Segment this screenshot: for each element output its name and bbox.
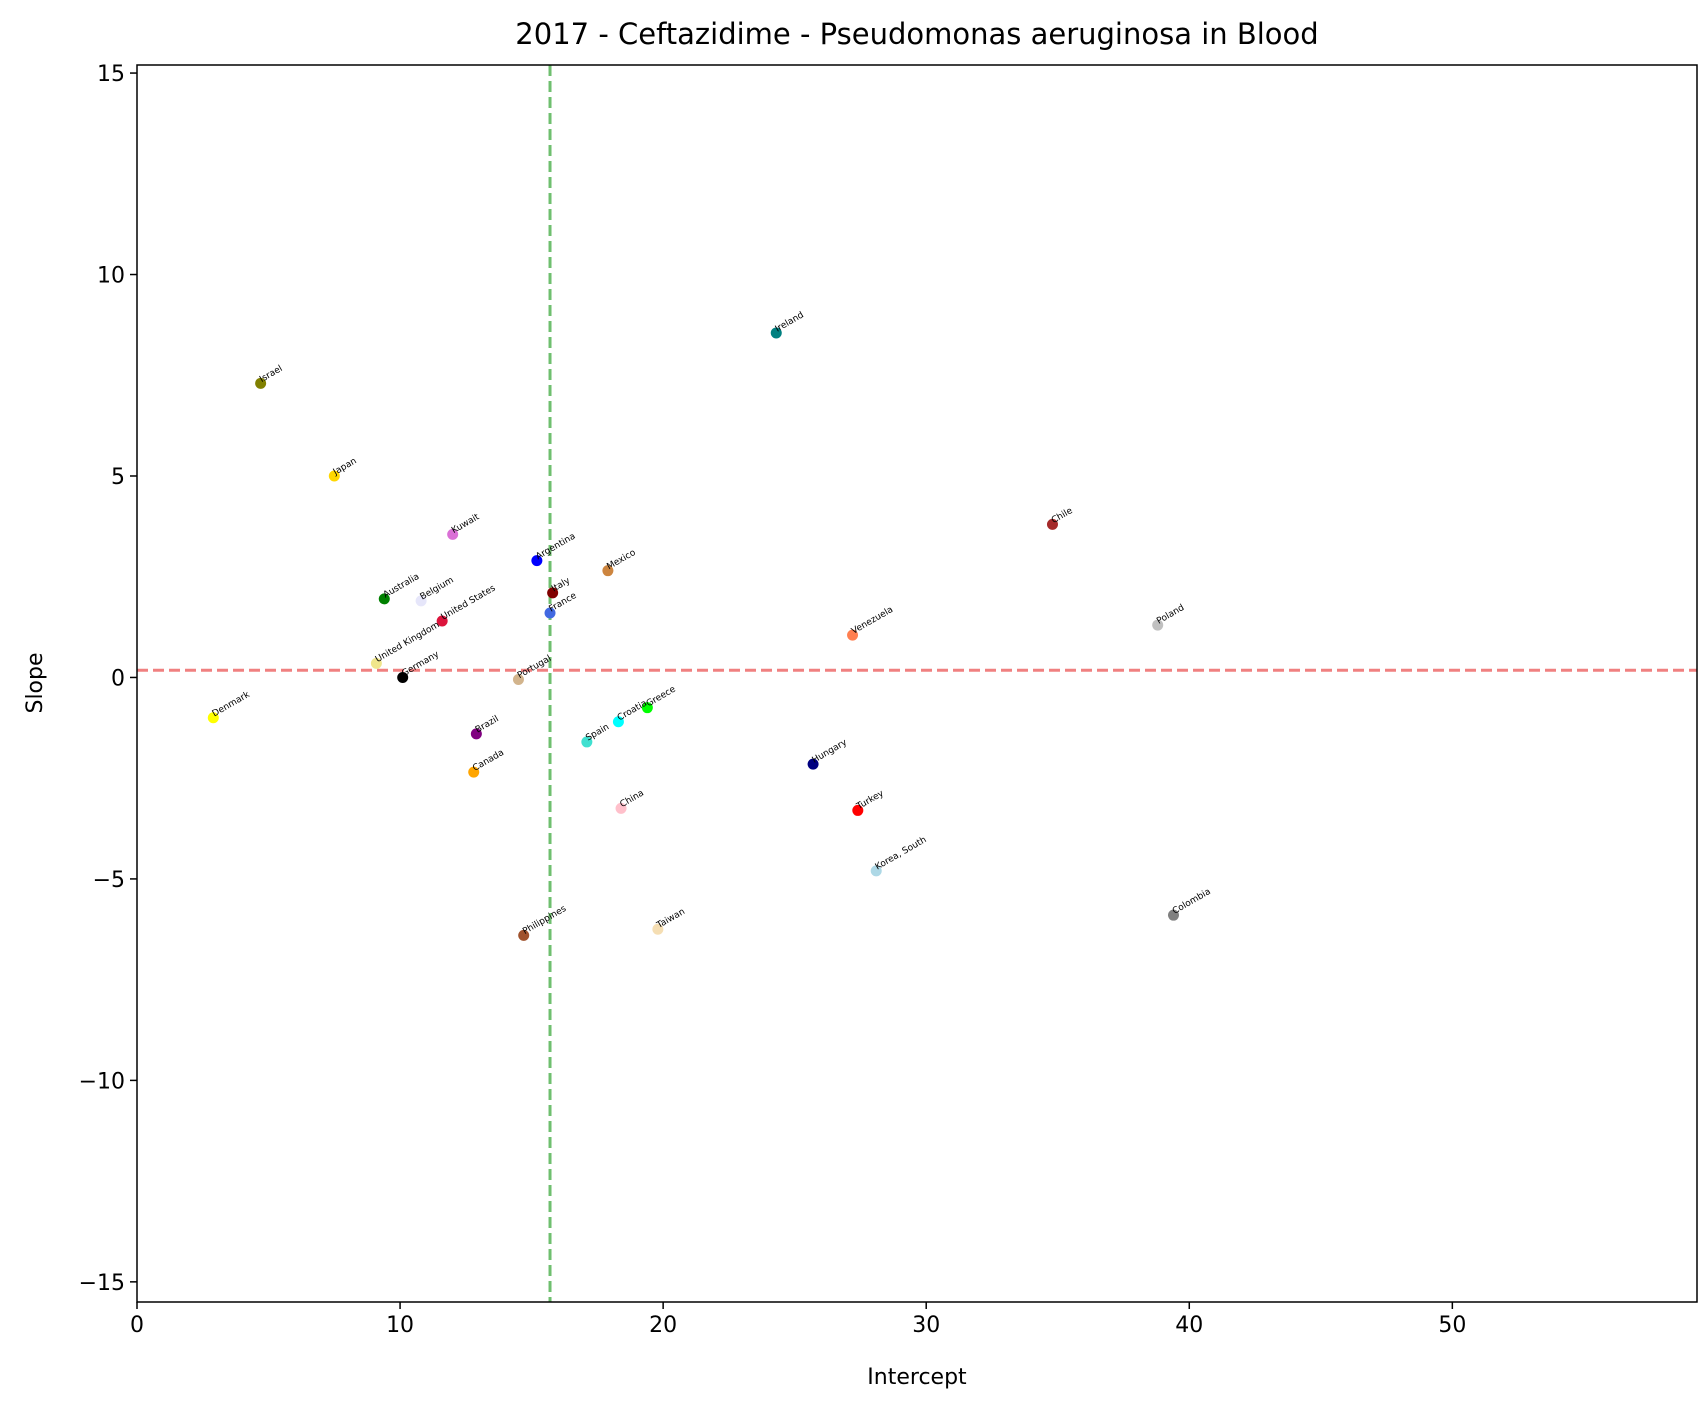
x-axis-label: Intercept bbox=[867, 1365, 967, 1390]
data-point bbox=[436, 615, 448, 627]
data-point bbox=[207, 712, 219, 724]
data-point bbox=[518, 929, 530, 941]
data-point bbox=[581, 736, 593, 748]
x-tick-label: 0 bbox=[130, 1313, 144, 1338]
x-tick-label: 50 bbox=[1438, 1313, 1466, 1338]
data-point bbox=[370, 657, 382, 669]
x-tick-label: 40 bbox=[1175, 1313, 1203, 1338]
data-point bbox=[770, 327, 782, 339]
data-point bbox=[468, 766, 480, 778]
y-tick-label: −15 bbox=[79, 1271, 125, 1296]
x-tick-label: 30 bbox=[912, 1313, 940, 1338]
y-tick-label: 5 bbox=[111, 465, 125, 490]
y-axis-ticks: −15 −10 −5 0 5 10 15 bbox=[79, 62, 137, 1296]
data-point bbox=[328, 470, 340, 482]
y-tick-label: −5 bbox=[93, 868, 125, 893]
data-point bbox=[652, 923, 664, 935]
data-point bbox=[612, 716, 624, 728]
chart-title: 2017 - Ceftazidime - Pseudomonas aerugin… bbox=[515, 17, 1318, 51]
data-point bbox=[847, 629, 859, 641]
x-tick-label: 20 bbox=[649, 1313, 677, 1338]
y-axis-label: Slope bbox=[23, 652, 48, 713]
data-point bbox=[615, 802, 627, 814]
data-point bbox=[255, 377, 267, 389]
data-point bbox=[397, 671, 409, 683]
data-point bbox=[544, 607, 556, 619]
y-tick-label: 15 bbox=[97, 62, 125, 87]
data-point bbox=[447, 528, 459, 540]
x-axis-ticks: 0 10 20 30 40 50 bbox=[130, 1302, 1466, 1338]
data-point bbox=[602, 565, 614, 577]
data-point bbox=[807, 758, 819, 770]
data-point bbox=[470, 728, 482, 740]
y-tick-label: −10 bbox=[79, 1069, 125, 1094]
data-point bbox=[1167, 909, 1179, 921]
data-point bbox=[641, 702, 653, 714]
plot-frame bbox=[136, 64, 1698, 1303]
x-tick-label: 10 bbox=[386, 1313, 414, 1338]
data-point bbox=[415, 595, 427, 607]
data-point bbox=[378, 593, 390, 605]
reference-lines bbox=[137, 65, 1697, 1302]
data-point bbox=[547, 587, 559, 599]
y-tick-label: 0 bbox=[111, 666, 125, 691]
data-point bbox=[852, 804, 864, 816]
data-point bbox=[512, 673, 524, 685]
data-point bbox=[870, 865, 882, 877]
data-point bbox=[1152, 619, 1164, 631]
data-point bbox=[531, 555, 543, 567]
data-points bbox=[207, 327, 1179, 941]
data-point bbox=[1046, 518, 1058, 530]
y-tick-label: 10 bbox=[97, 264, 125, 289]
